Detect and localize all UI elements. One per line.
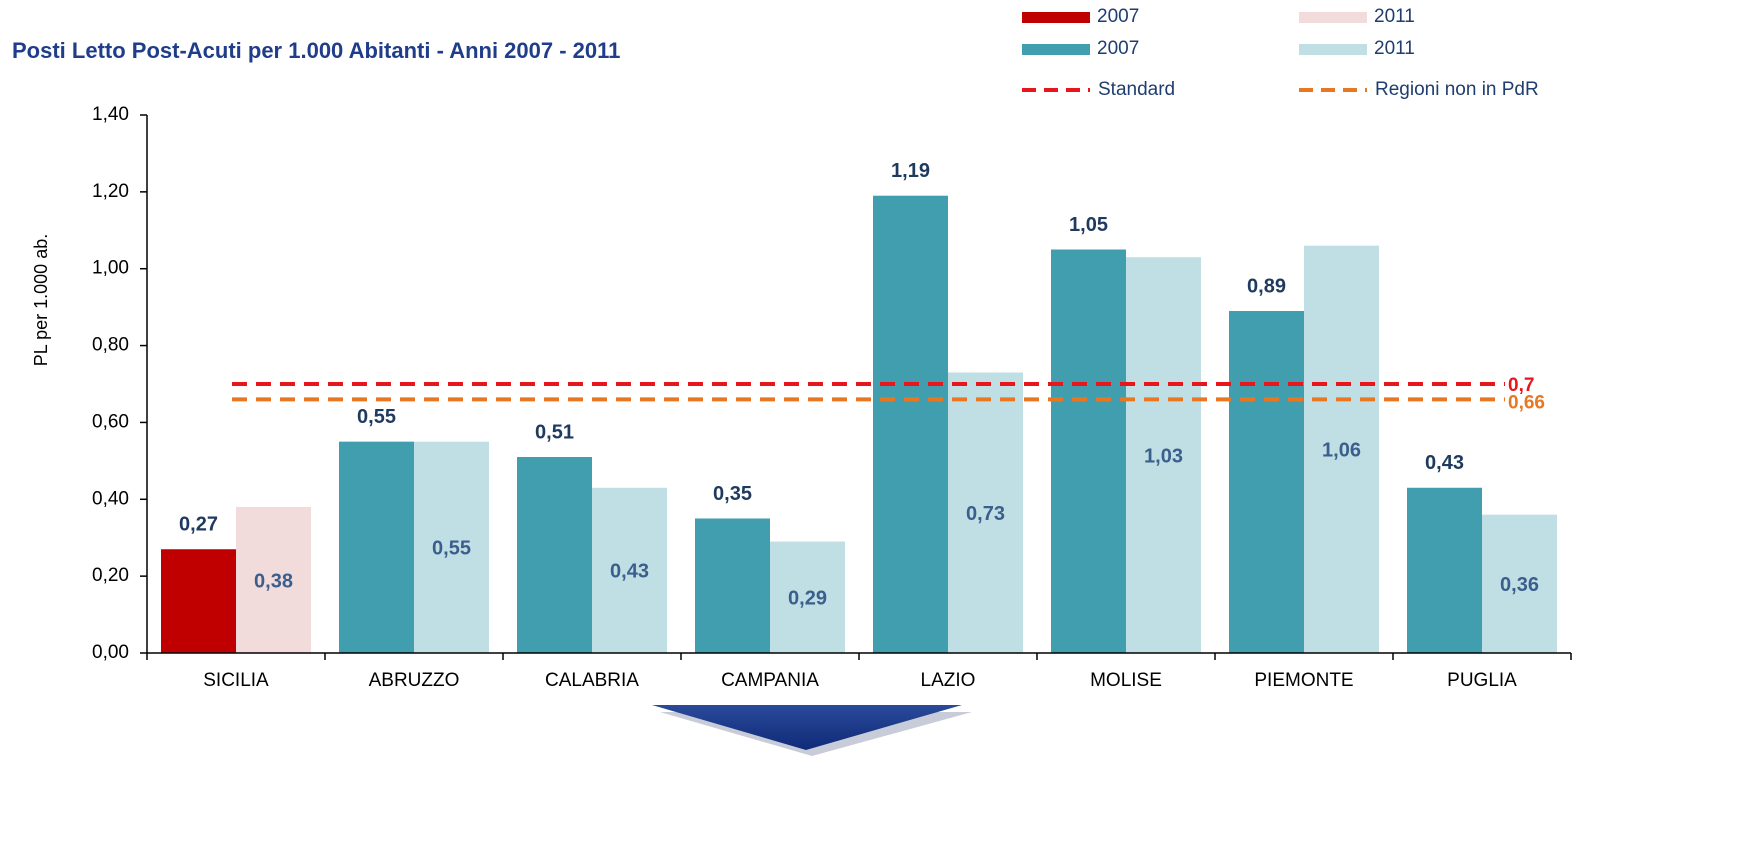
data-label: 1,19	[891, 160, 930, 182]
x-tick-label: ABRUZZO	[369, 670, 460, 691]
data-label: 0,73	[966, 503, 1005, 525]
bar	[1407, 487, 1482, 653]
legend-swatch	[1299, 44, 1367, 55]
data-label: 0,38	[254, 570, 293, 592]
bar	[592, 487, 667, 653]
bar	[1126, 257, 1201, 653]
bar	[770, 541, 845, 653]
bar	[1229, 310, 1304, 653]
x-tick-label: PUGLIA	[1447, 670, 1517, 691]
y-tick-label: 0,00	[92, 642, 129, 663]
data-label: 0,43	[610, 561, 649, 583]
reference-label: 0,7	[1508, 375, 1534, 396]
legend-label: 2011	[1374, 6, 1415, 27]
legend-swatch	[1299, 12, 1367, 23]
bar	[948, 372, 1023, 653]
chart-title: Posti Letto Post-Acuti per 1.000 Abitant…	[12, 38, 620, 63]
x-tick-label: LAZIO	[921, 670, 976, 691]
y-tick-label: 0,80	[92, 335, 129, 356]
legend-swatch	[1022, 12, 1090, 23]
legend-label: 2007	[1097, 38, 1139, 59]
reference-label: 0,66	[1508, 392, 1545, 413]
data-label: 1,05	[1069, 214, 1108, 236]
legend-label: Standard	[1098, 79, 1175, 100]
bar	[236, 506, 311, 653]
bar	[695, 518, 770, 653]
x-tick-label: SICILIA	[203, 670, 269, 691]
bar	[414, 441, 489, 653]
y-tick-label: 1,20	[92, 181, 129, 202]
legend-label: 2011	[1374, 38, 1415, 59]
bar	[1304, 245, 1379, 653]
data-label: 0,27	[179, 514, 218, 536]
data-label: 0,35	[713, 483, 752, 505]
legend-label: Regioni non in PdR	[1375, 79, 1539, 100]
y-tick-label: 0,60	[92, 411, 129, 432]
x-tick-label: CAMPANIA	[721, 670, 819, 691]
data-label: 0,55	[432, 538, 471, 560]
data-label: 1,06	[1322, 440, 1361, 462]
bar	[873, 195, 948, 653]
data-label: 0,51	[535, 421, 574, 443]
bar	[1051, 249, 1126, 653]
data-label: 0,43	[1425, 452, 1464, 474]
bar	[517, 457, 592, 653]
legend-swatch	[1022, 44, 1090, 55]
data-label: 0,29	[788, 588, 827, 610]
bar	[339, 441, 414, 653]
data-label: 1,03	[1144, 445, 1183, 467]
y-tick-label: 0,40	[92, 488, 129, 509]
bar	[161, 549, 236, 653]
y-tick-label: 0,20	[92, 565, 129, 586]
y-tick-label: 1,40	[92, 104, 129, 125]
data-label: 0,36	[1500, 574, 1539, 596]
bar	[1482, 514, 1557, 653]
y-axis-label: PL per 1.000 ab.	[31, 234, 51, 366]
x-tick-label: CALABRIA	[545, 670, 639, 691]
x-tick-label: PIEMONTE	[1254, 670, 1353, 691]
data-label: 0,89	[1247, 275, 1286, 297]
y-tick-label: 1,00	[92, 258, 129, 279]
data-label: 0,55	[357, 406, 396, 428]
arrow	[652, 705, 962, 750]
legend-label: 2007	[1097, 6, 1139, 27]
x-tick-label: MOLISE	[1090, 670, 1162, 691]
